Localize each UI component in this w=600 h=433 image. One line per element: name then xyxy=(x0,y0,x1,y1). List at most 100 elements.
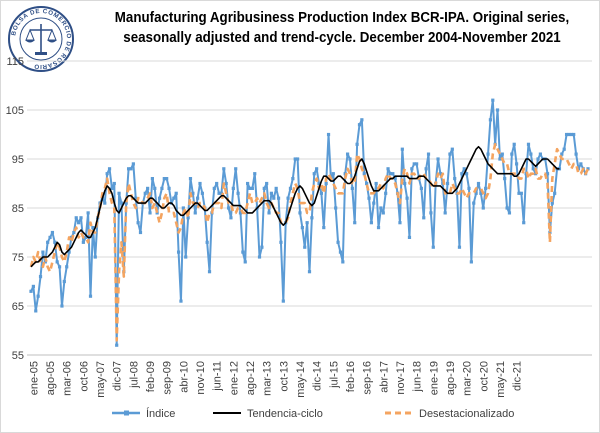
data-point xyxy=(462,167,466,171)
data-point xyxy=(250,186,254,190)
data-point xyxy=(474,191,478,195)
data-point xyxy=(384,191,388,195)
data-point xyxy=(53,240,57,244)
x-tick-label: abr-10 xyxy=(178,361,190,393)
data-point xyxy=(429,211,433,215)
data-point xyxy=(267,211,271,215)
data-point xyxy=(67,250,71,254)
y-tick-label: 85 xyxy=(12,203,24,215)
data-point xyxy=(160,186,164,190)
data-point xyxy=(479,191,483,195)
data-point xyxy=(426,152,431,156)
x-tick-label: mar-06 xyxy=(62,361,74,396)
x-tick-label: ene-19 xyxy=(428,361,440,395)
data-point xyxy=(362,172,366,176)
data-point xyxy=(41,250,45,254)
data-point xyxy=(353,221,357,225)
x-tick-label: oct-20 xyxy=(478,361,490,392)
data-point xyxy=(72,230,76,235)
data-point xyxy=(129,167,133,171)
data-point xyxy=(317,181,321,186)
data-point xyxy=(305,221,309,225)
x-tick-label: sep-16 xyxy=(362,361,374,395)
data-point xyxy=(564,132,569,137)
data-point xyxy=(545,172,550,176)
x-tick-label: jun-18 xyxy=(412,361,424,393)
data-point xyxy=(281,299,285,303)
data-point xyxy=(38,275,43,279)
data-point xyxy=(117,191,121,195)
data-point xyxy=(443,211,447,215)
data-point xyxy=(134,196,138,200)
data-point xyxy=(229,216,233,220)
data-point xyxy=(391,172,395,176)
data-point xyxy=(74,216,78,220)
data-point xyxy=(212,186,216,190)
data-point xyxy=(150,177,154,181)
data-point xyxy=(412,162,416,166)
data-point xyxy=(148,211,152,215)
data-point xyxy=(536,157,540,161)
data-point xyxy=(48,235,52,239)
data-point xyxy=(143,191,147,195)
x-tick-label: mar-20 xyxy=(462,361,474,396)
data-point xyxy=(405,196,409,200)
data-point xyxy=(431,245,435,249)
data-point xyxy=(200,191,204,195)
data-point xyxy=(286,196,290,200)
data-point xyxy=(167,186,171,190)
data-point xyxy=(322,226,326,230)
data-point xyxy=(403,181,407,186)
data-point xyxy=(79,216,83,220)
x-tick-label: nov-17 xyxy=(395,361,407,395)
data-point xyxy=(36,294,40,298)
data-point xyxy=(112,181,116,186)
data-point xyxy=(331,172,335,176)
data-point xyxy=(155,211,159,215)
data-point xyxy=(560,152,564,156)
y-tick-label: 75 xyxy=(12,252,24,264)
data-point xyxy=(226,206,231,210)
data-point xyxy=(310,216,314,220)
data-point xyxy=(184,255,188,259)
data-point xyxy=(274,186,278,190)
x-tick-label: ene-05 xyxy=(28,361,40,395)
data-point xyxy=(562,147,566,151)
data-point xyxy=(500,152,504,156)
data-point xyxy=(165,177,169,181)
data-point xyxy=(153,186,157,190)
legend-label: Índice xyxy=(146,407,175,420)
data-point xyxy=(365,181,369,186)
data-point xyxy=(512,142,516,146)
data-point xyxy=(410,167,414,171)
y-tick-label: 115 xyxy=(6,56,24,68)
data-point xyxy=(312,172,316,176)
data-point xyxy=(517,191,521,195)
data-point xyxy=(338,250,343,254)
data-point xyxy=(486,152,490,156)
x-tick-label: dic-07 xyxy=(112,361,124,391)
data-point xyxy=(93,255,97,259)
data-point xyxy=(124,201,128,205)
data-point xyxy=(519,191,523,195)
data-point xyxy=(29,289,33,293)
data-point xyxy=(105,172,109,176)
data-point xyxy=(526,142,531,146)
x-tick-label: oct-06 xyxy=(78,361,90,392)
data-point xyxy=(448,152,452,156)
data-point xyxy=(538,152,542,156)
x-tick-label: ago-19 xyxy=(445,361,457,395)
x-tick-label: jun-11 xyxy=(212,361,224,392)
data-point xyxy=(548,230,552,235)
data-point xyxy=(65,265,69,269)
x-tick-label: nov-10 xyxy=(195,361,207,395)
data-point xyxy=(107,167,112,171)
data-point xyxy=(215,181,219,186)
data-point xyxy=(50,230,55,235)
data-point xyxy=(450,147,454,151)
data-point xyxy=(238,211,243,215)
x-tick-label: ago-12 xyxy=(245,361,257,395)
data-point xyxy=(355,142,359,146)
data-point xyxy=(115,343,119,347)
data-point xyxy=(505,206,509,210)
